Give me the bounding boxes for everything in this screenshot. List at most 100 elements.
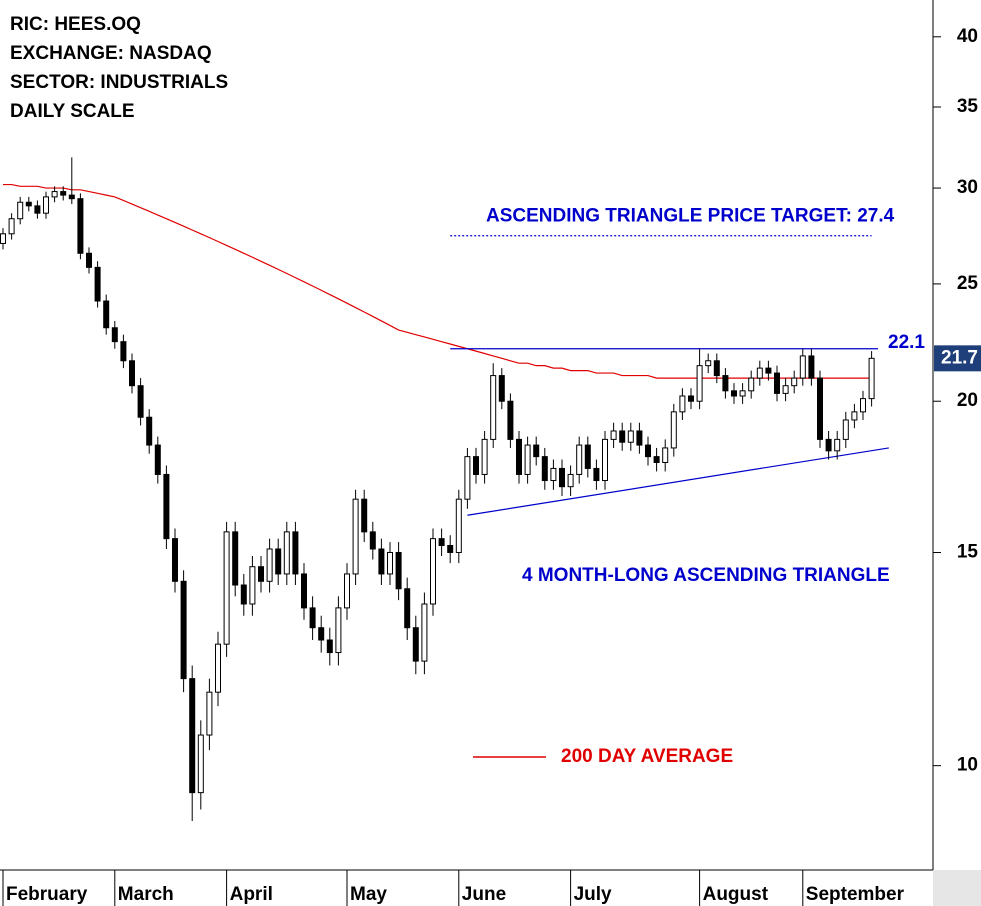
candle-body <box>309 607 316 629</box>
candle-body <box>94 266 101 302</box>
candle-body <box>696 365 703 402</box>
candle-body <box>473 456 479 475</box>
candle-body <box>266 548 273 582</box>
candle-body <box>774 372 780 394</box>
x-tick-label: May <box>350 884 387 905</box>
candle-body <box>369 531 376 550</box>
candle-body <box>180 580 187 680</box>
candle-body <box>283 531 290 575</box>
candle-body <box>361 498 368 533</box>
candle-body <box>163 473 170 540</box>
candle-body <box>412 627 419 662</box>
x-tick-label: June <box>462 884 506 905</box>
candle-body <box>688 395 694 402</box>
last-price-box <box>934 345 981 372</box>
last-price-label: 21.7 <box>941 347 978 368</box>
candle-body <box>731 390 737 397</box>
candle-body <box>567 473 574 488</box>
candle-body <box>799 355 806 379</box>
candle-body <box>318 627 325 641</box>
candle-body <box>662 447 669 463</box>
candle-body <box>86 252 92 268</box>
candle-body <box>490 375 497 440</box>
candle-body <box>464 456 471 500</box>
candle-body <box>137 385 144 418</box>
y-tick-label: 35 <box>957 96 979 117</box>
y-tick-label: 15 <box>957 541 979 562</box>
candle-body <box>25 201 32 207</box>
y-tick-label: 25 <box>957 273 979 294</box>
candle-body <box>756 367 763 379</box>
candle-body <box>576 444 583 475</box>
candle-body <box>292 531 299 575</box>
candle-body <box>111 327 118 343</box>
candle-body <box>447 545 454 553</box>
candle-body <box>68 194 75 200</box>
candle-body <box>51 191 58 198</box>
candle-body <box>498 375 505 402</box>
candle-body <box>215 643 221 693</box>
support-line <box>467 447 889 516</box>
candle-body <box>352 498 359 575</box>
candle-body <box>860 398 866 413</box>
candle-body <box>782 385 789 394</box>
candle-body <box>8 218 15 235</box>
y-tick-label: 20 <box>957 390 978 411</box>
candle-body <box>670 411 677 449</box>
candle-body <box>765 367 772 374</box>
candle-body <box>240 584 247 605</box>
candle-body <box>602 438 608 482</box>
candle-body <box>103 300 110 329</box>
candle-body <box>232 531 239 586</box>
candle-body <box>791 377 798 387</box>
candle-body <box>326 639 333 654</box>
y-tick-label: 40 <box>957 26 978 47</box>
candle-body <box>438 538 445 547</box>
candle-body <box>627 430 634 443</box>
candle-body <box>146 416 153 446</box>
candle-body <box>275 548 282 575</box>
candle-body <box>77 198 84 254</box>
candle-body <box>154 444 161 475</box>
x-tick-label: April <box>230 884 273 905</box>
candle-body <box>645 444 651 458</box>
target-label: ASCENDING TRIANGLE PRICE TARGET: 27.4 <box>486 206 895 227</box>
candle-body <box>541 456 548 482</box>
candle-body <box>550 467 557 482</box>
candle-body <box>636 430 643 446</box>
candle-body <box>739 390 746 397</box>
candle-body <box>507 400 514 440</box>
candle-body <box>34 205 41 214</box>
candle-body <box>378 548 385 575</box>
candle-body <box>713 360 720 377</box>
candle-body <box>0 233 6 244</box>
candle-body <box>197 734 204 794</box>
candle-body <box>395 551 402 590</box>
candle-body <box>705 360 712 367</box>
corner-box <box>933 870 981 906</box>
candle-body <box>679 395 686 413</box>
candle-body <box>868 357 875 400</box>
candle-body <box>524 444 531 475</box>
candle-body <box>559 467 565 488</box>
candle-body <box>619 430 626 443</box>
legend-label: 200 DAY AVERAGE <box>561 746 733 767</box>
candle-body <box>722 375 729 392</box>
candle-body <box>387 551 393 575</box>
info-ric: RIC: HEES.OQ <box>10 14 141 35</box>
candle-body <box>455 498 462 553</box>
y-tick-label: 10 <box>957 755 978 776</box>
candle-body <box>129 360 135 387</box>
candle-body <box>335 607 342 654</box>
candle-body <box>748 377 755 392</box>
candle-body <box>344 573 350 609</box>
candle-body <box>120 341 127 362</box>
x-tick-label: August <box>703 884 769 905</box>
candle-body <box>17 201 24 220</box>
candle-body <box>172 538 178 582</box>
candle-body <box>516 438 522 475</box>
candle-body <box>593 467 600 482</box>
x-tick-label: September <box>806 884 905 905</box>
candle-body <box>60 191 67 196</box>
